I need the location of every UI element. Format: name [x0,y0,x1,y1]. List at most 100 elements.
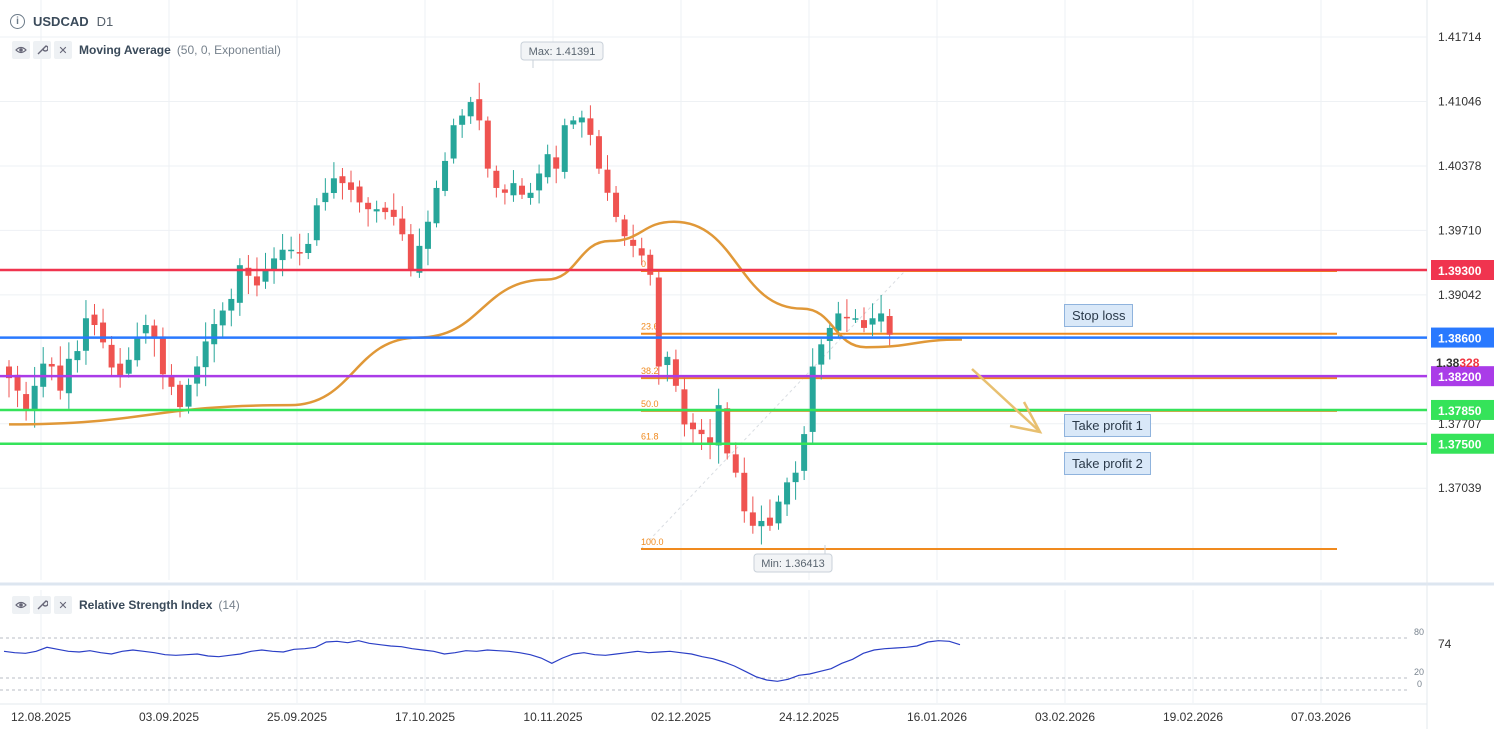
candle-body [553,157,560,169]
candle-body [159,336,166,375]
close-icon[interactable]: ✕ [54,596,72,614]
candle [91,304,98,336]
candle [356,180,363,213]
eye-icon[interactable] [12,41,30,59]
min-label: Min: 1.36413 [761,558,825,570]
time-tick-label: 03.02.2026 [1035,710,1095,724]
rsi-pane: 80 20 0 74 [0,627,1452,691]
candle-body [784,482,791,505]
level-tag-bg [1431,433,1494,454]
candle-body [878,313,885,322]
candle-body [305,243,312,254]
fib-level-label: 61.8 [641,432,659,442]
stop-loss-label[interactable]: Stop loss [1064,304,1134,327]
candle-body [339,176,346,184]
candle-body [31,385,38,410]
candle-body [330,178,337,194]
candle-body [407,234,414,270]
candle [450,118,457,164]
candle [82,300,89,365]
current-price-prefix: 1.38 [1436,356,1460,370]
info-icon[interactable]: i [10,14,25,29]
timeframe[interactable]: D1 [96,14,114,29]
candle-body [655,277,662,367]
projection-arrow[interactable] [971,368,1043,434]
symbol-header: i USDCAD D1 [10,14,113,29]
wrench-icon[interactable] [33,41,51,59]
price-tick-label: 1.37039 [1438,481,1482,495]
candle [399,206,406,241]
candle-body [476,99,483,121]
candle [501,184,508,205]
rsi-indicator-row: ✕ Relative Strength Index (14) [12,596,240,614]
candle-body [698,429,705,435]
level-tag-bg [1431,260,1494,280]
rsi-params: (14) [218,598,240,612]
candle [476,82,483,131]
candle-body [296,252,303,254]
candle-body [578,117,585,123]
candle [288,236,295,259]
candle [219,302,226,337]
candle-body [672,359,679,386]
candle [527,182,534,205]
ma-params: (50, 0, Exponential) [176,43,281,57]
candle-body [869,318,876,325]
candle-body [356,186,363,203]
candle-body [493,170,500,188]
candle-body [313,205,320,241]
candle-body [741,472,748,512]
candle-body [219,310,226,326]
candle [715,388,722,464]
candle [14,365,21,408]
take-profit-1-label[interactable]: Take profit 1 [1064,414,1151,437]
candle [869,303,876,337]
candle [313,198,320,246]
candle [638,237,645,265]
fib-level-label: 0 [641,259,646,269]
take-profit-2-label[interactable]: Take profit 2 [1064,452,1151,475]
candle-body [570,120,577,125]
candle-body [416,245,423,273]
candle-body [442,160,449,191]
rsi-level-0: 0 [1417,679,1422,689]
candle [749,496,756,534]
candle [630,224,637,258]
time-tick-label: 12.08.2025 [11,710,71,724]
candle-body [117,363,124,377]
candle [801,426,808,481]
time-tick-label: 17.10.2025 [395,710,455,724]
candle [305,233,312,260]
candle-body [151,325,158,338]
max-label: Max: 1.41391 [529,46,596,58]
candle-body [279,249,286,261]
candle [561,118,568,179]
price-tick-label: 1.41046 [1438,94,1482,108]
candle [741,457,748,523]
horizontal-levels[interactable] [0,268,1427,445]
candle [775,495,782,530]
candle [442,152,449,197]
svg-text:1.38328: 1.38328 [1436,356,1480,370]
candle [74,340,81,373]
candle [330,162,337,199]
candle [271,247,278,284]
candle-body [724,408,731,454]
level-tag-bg [1431,399,1494,420]
wrench-icon[interactable] [33,596,51,614]
candle [595,129,602,174]
candle-body [527,192,534,198]
candle-body [467,102,474,117]
candle [809,348,816,445]
candle-body [185,384,192,407]
candle-body [142,325,149,334]
candle-body [108,344,115,368]
candle [578,110,585,138]
candle-body [6,366,12,379]
candle-body [519,185,525,195]
candle-body [271,258,278,270]
price-tick-label: 1.39042 [1438,288,1482,302]
close-icon[interactable]: ✕ [54,41,72,59]
eye-icon[interactable] [12,596,30,614]
